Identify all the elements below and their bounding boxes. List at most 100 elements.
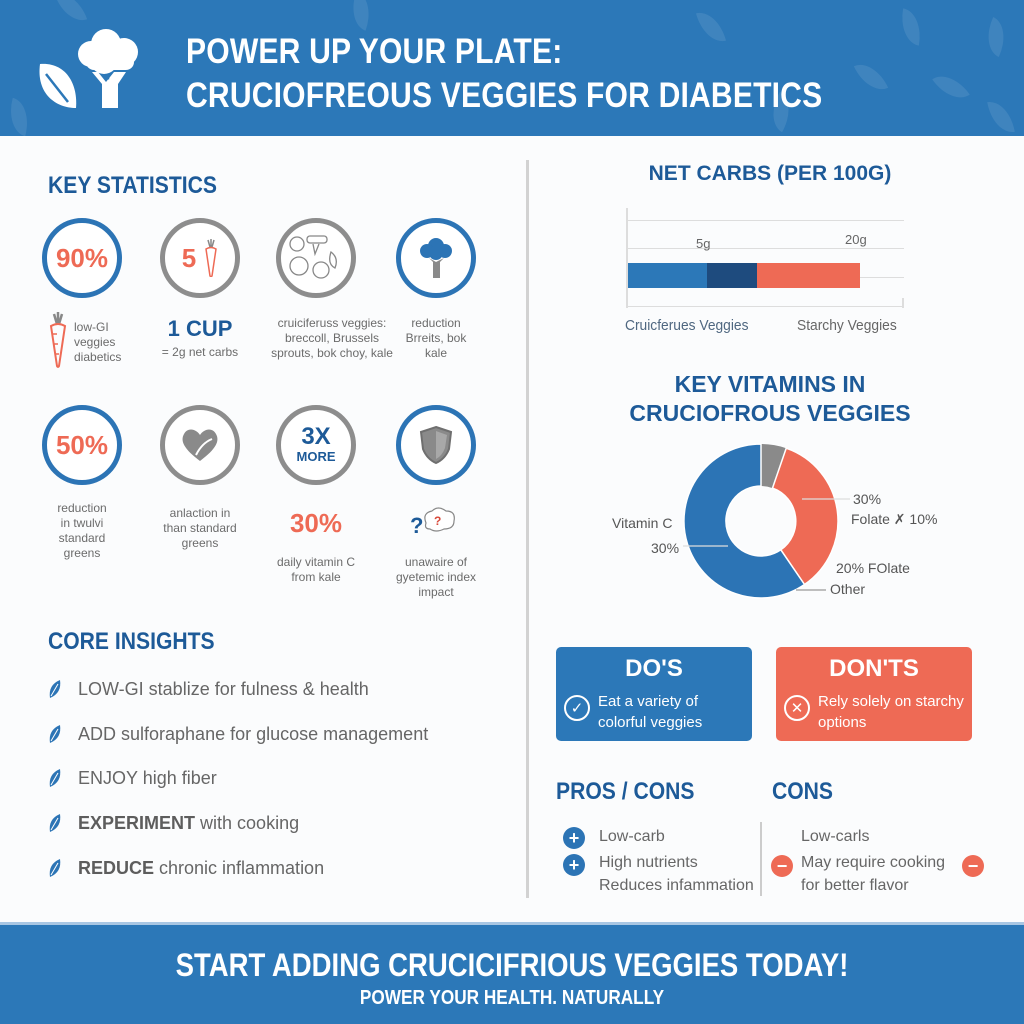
stat-caption: low-GI veggies diabetics	[74, 320, 122, 364]
leaf-icon	[49, 814, 61, 832]
donts-text: Rely solely on starchy options	[818, 693, 964, 731]
plus-circle-icon: +	[563, 827, 585, 849]
label-folate-pct: 30%	[853, 491, 882, 507]
minus-circle-icon: −	[771, 855, 793, 877]
label-vitamin-c-pct: 30%	[651, 540, 680, 556]
stat-ring-5: 5	[160, 218, 240, 298]
carrot-icon	[205, 239, 218, 277]
minus-circle-icon: −	[962, 855, 984, 877]
stat-ring-broccoli	[396, 218, 476, 298]
bar-cruciferous-light	[628, 263, 707, 288]
stat-caption: reduction Brreits, bok kale	[405, 316, 467, 360]
svg-text:?: ?	[410, 513, 423, 537]
key-statistics-heading: KEY STATISTICS	[48, 172, 217, 199]
stat-sub-value: 1 CUP	[167, 316, 233, 341]
insight-item: ENJOY high fiber	[48, 766, 217, 790]
column-divider	[526, 160, 529, 898]
leaf-icon	[49, 859, 61, 877]
stat-sub-value: 30%	[289, 508, 343, 538]
vitamins-donut-chart	[683, 443, 850, 599]
background-leaf-icon	[932, 66, 970, 108]
stat-caption: cruiciferuss veggies: breccoll, Brussels…	[271, 316, 393, 360]
background-leaf-icon	[897, 8, 925, 46]
pro-item: Low-carb	[599, 828, 665, 845]
bar-value-label: 20g	[845, 232, 867, 247]
stat-ring-shield	[396, 405, 476, 485]
axis-label-right: Starchy Veggies	[797, 317, 897, 334]
title-line-2: CRUCIOFREOUS VEGGIES FOR DIABETICS	[186, 76, 823, 115]
pros-cons-heading: PROS / CONS	[556, 778, 695, 805]
stat-caption: unawaire of gyetemic index impact	[395, 555, 477, 599]
broccoli-icon	[420, 238, 452, 278]
pros-cons-divider	[760, 822, 762, 896]
stat-ring-veggies	[276, 218, 356, 298]
con-item: May require cooking	[801, 854, 946, 871]
bar-value-label: 5g	[696, 236, 711, 251]
pro-item: High nutrients	[599, 854, 698, 871]
leaf-icon	[49, 725, 61, 743]
stat-ring-90: 90%	[42, 218, 122, 298]
dos-card: DO'S ✓ Eat a variety of colorful veggies	[556, 647, 752, 741]
stat-value: 90%	[55, 242, 109, 273]
question-brain-icon: ? ?	[410, 507, 455, 537]
stat-value-sub: MORE	[296, 449, 336, 464]
stat-caption: reduction in twulvi standard greens	[57, 501, 107, 560]
vitamins-title: KEY VITAMINS IN CRUCIOFROUS VEGGIES	[629, 371, 911, 426]
heart-leaf-icon	[182, 429, 218, 461]
shield-icon	[419, 425, 453, 465]
stat-value: 5	[181, 242, 197, 273]
check-circle-icon: ✓	[564, 695, 590, 721]
footer-banner: START ADDING CRUCICIFRIOUS VEGGIES TODAY…	[0, 922, 1024, 1024]
bar-cruciferous-dark	[707, 263, 757, 288]
insight-item: LOW-GI stablize for fulness & health	[48, 677, 369, 701]
axis-label-left: Cruicferues Veggies	[625, 317, 749, 334]
label-vitamin-c: Vitamin C	[612, 515, 673, 531]
plus-circle-icon: +	[563, 854, 585, 876]
pro-item: Reduces infammation	[599, 877, 754, 894]
stat-caption: daily vitamin C from kale	[276, 555, 356, 584]
label-folate-2: 20% FOlate	[836, 560, 910, 576]
segment-vitamin-c	[683, 443, 806, 599]
insight-item: REDUCE chronic inflammation	[48, 856, 324, 880]
label-folate: Folate ✗ 10%	[851, 511, 938, 527]
title-line-1: POWER UP YOUR PLATE:	[186, 32, 563, 71]
background-leaf-icon	[344, 0, 378, 31]
label-other: Other	[830, 581, 866, 597]
x-circle-icon: ✕	[784, 695, 810, 721]
leaf-icon	[49, 680, 61, 698]
veggies-illustration-icon	[289, 235, 337, 279]
donts-title: DON'TS	[829, 655, 919, 682]
stat-caption: = 2g net carbs	[161, 345, 239, 359]
dos-title: DO'S	[625, 655, 683, 682]
background-leaf-icon	[853, 56, 889, 98]
stat-value: 3X	[301, 423, 331, 450]
background-leaf-icon	[978, 16, 1014, 58]
footer-headline: START ADDING CRUCICIFRIOUS VEGGIES TODAY…	[175, 947, 849, 983]
segment-other	[761, 443, 787, 489]
stat-ring-3x: 3X MORE	[276, 405, 356, 485]
donts-card: DON'TS ✕ Rely solely on starchy options	[776, 647, 972, 741]
net-carbs-title: NET CARBS (PER 100G)	[648, 162, 892, 185]
dos-text: Eat a variety of colorful veggies	[598, 693, 703, 731]
stat-value: 50%	[55, 429, 109, 460]
stat-ring-heart	[160, 405, 240, 485]
segment-folate	[771, 447, 839, 586]
background-leaf-icon	[987, 98, 1015, 136]
carrot-icon	[49, 312, 67, 368]
core-insights-heading: CORE INSIGHTS	[48, 628, 215, 655]
page-title: POWER UP YOUR PLATE: CRUCIOFREOUS VEGGIE…	[186, 30, 822, 118]
insight-item: EXPERIMENT with cooking	[48, 811, 299, 835]
stat-caption: anlaction in than standard greens	[163, 506, 237, 550]
svg-text:?: ?	[434, 514, 441, 528]
header-banner: POWER UP YOUR PLATE: CRUCIOFREOUS VEGGIE…	[0, 0, 1024, 136]
broccoli-leaf-icon	[39, 29, 138, 108]
footer-tagline: POWER YOUR HEALTH. NATURALLY	[359, 987, 665, 1009]
cons-heading: CONS	[772, 778, 834, 805]
con-item: for better flavor	[801, 877, 909, 894]
stat-ring-50: 50%	[42, 405, 122, 485]
net-carbs-chart: 5g 20g	[626, 208, 904, 308]
con-item: Low-carls	[801, 828, 870, 845]
bar-starchy	[757, 263, 860, 288]
leaf-icon	[49, 769, 61, 787]
insight-item: ADD sulforaphane for glucose management	[48, 722, 428, 746]
